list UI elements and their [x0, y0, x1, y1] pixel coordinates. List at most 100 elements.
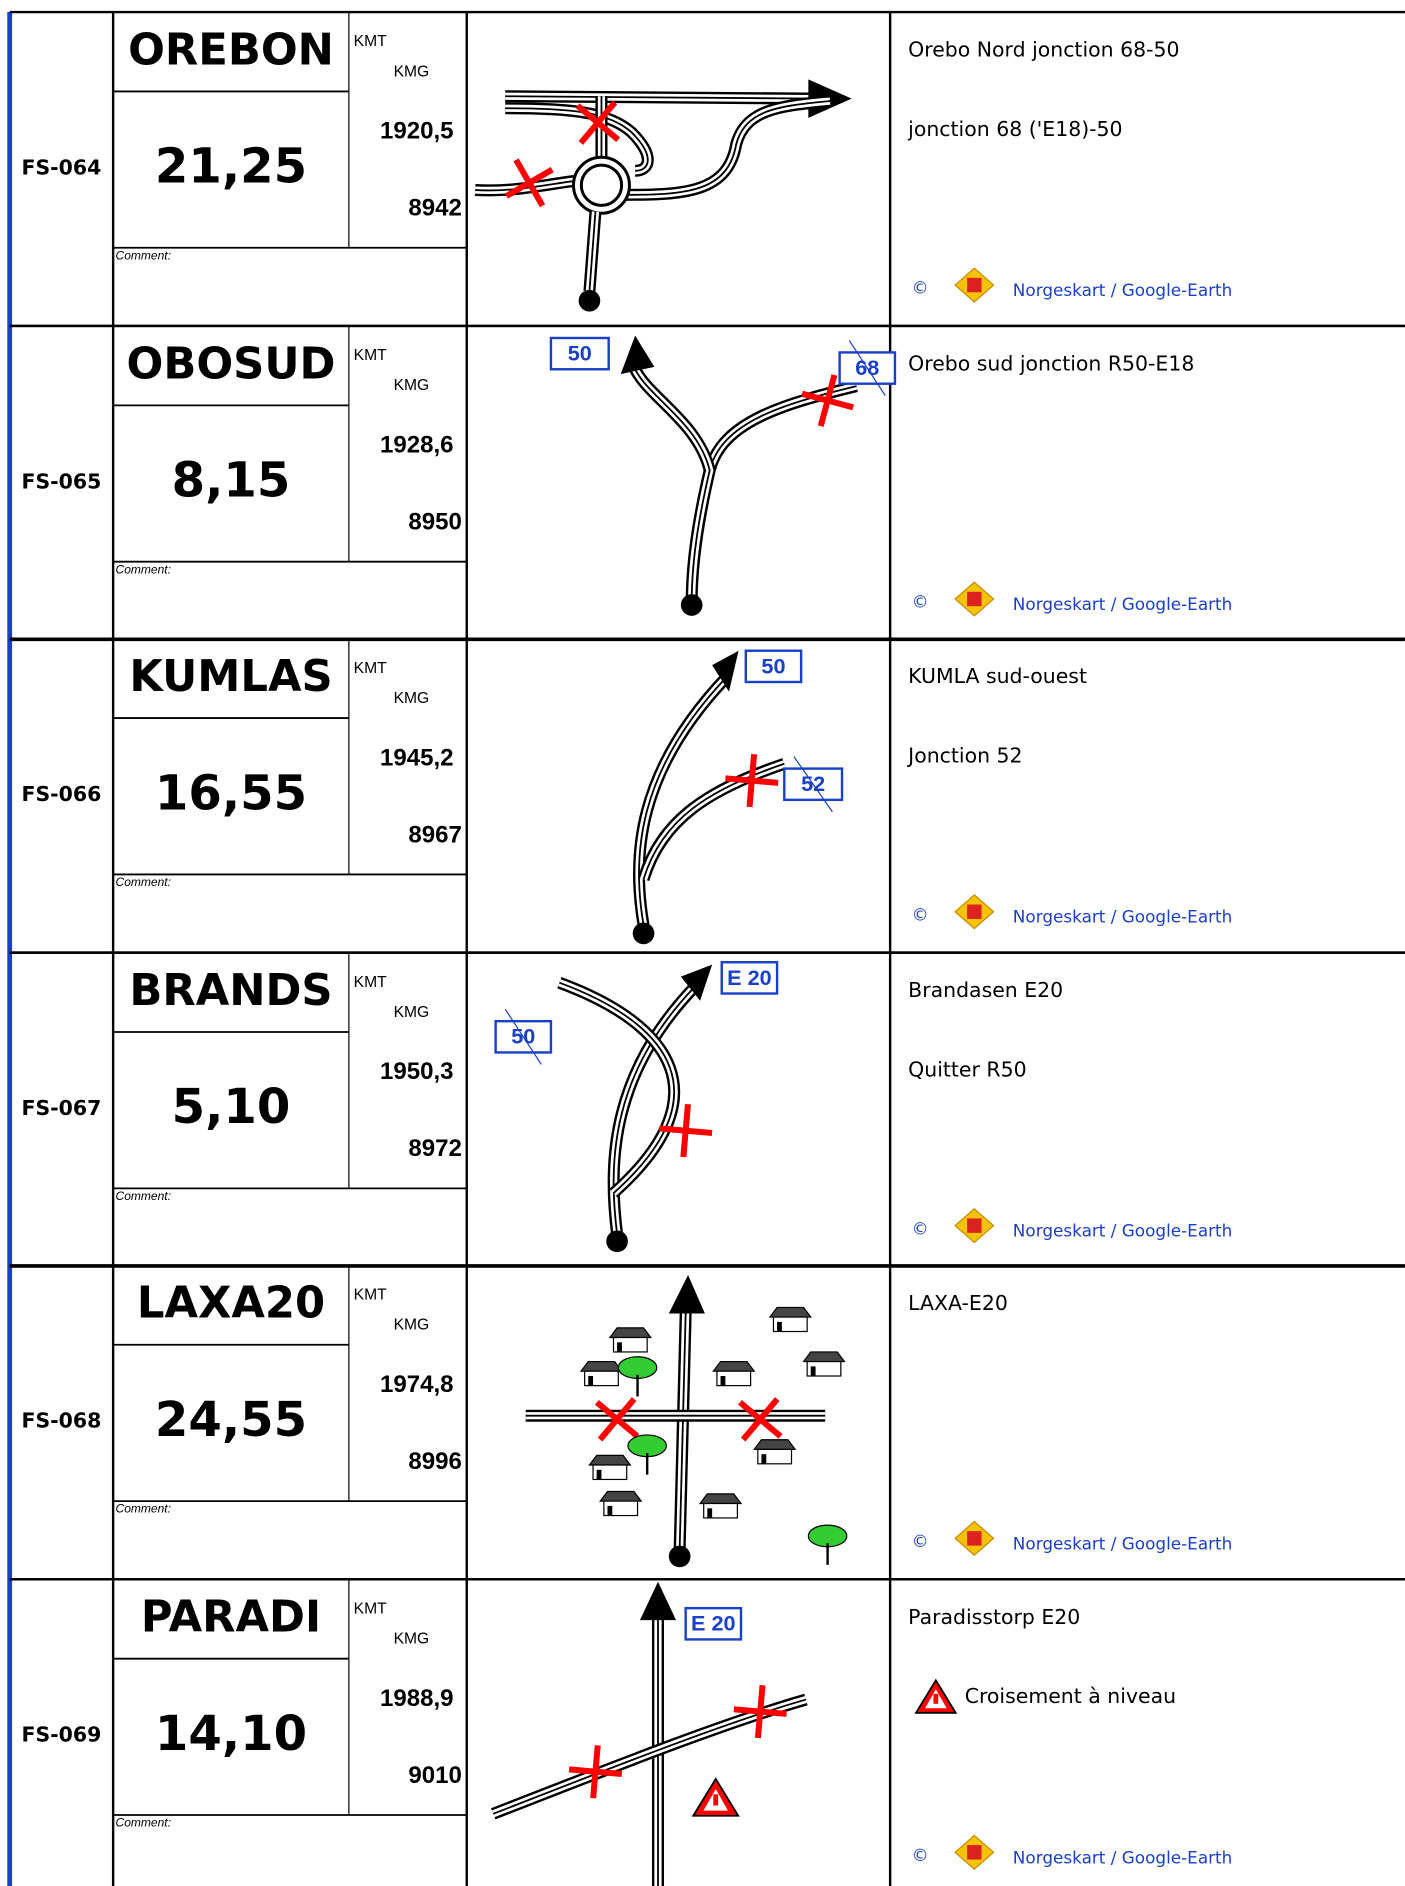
- house-door: [607, 1505, 613, 1516]
- credit: Norgeskart / Google-Earth: [1013, 1847, 1232, 1867]
- kmg-value: 9010: [408, 1762, 462, 1789]
- description: LAXA-E20: [908, 1291, 1008, 1315]
- kmg-value: 8942: [408, 195, 462, 222]
- cross-mark: [594, 1397, 640, 1442]
- house-roof: [588, 1454, 632, 1466]
- row-id: FS-069: [21, 1723, 101, 1747]
- kmt-value: 1928,6: [380, 432, 454, 459]
- waypoint-name: PARADI: [141, 1593, 321, 1643]
- route-shield: [744, 649, 803, 684]
- start-dot: [668, 1545, 691, 1568]
- description: jonction 68 ('E18)-50: [907, 117, 1122, 141]
- start-dot: [578, 289, 601, 312]
- credit: Norgeskart / Google-Earth: [1013, 1533, 1232, 1553]
- row-id: FS-067: [21, 1096, 101, 1120]
- kmt-value: 1945,2: [380, 744, 454, 771]
- warning-mark: [933, 1693, 939, 1704]
- house-roof: [608, 1327, 652, 1339]
- distance: 24,55: [155, 1392, 307, 1448]
- road-book-row: FS-069 PARADI 14,10 KMT KMG 1988,9 9010 Comment…: [9, 1578, 1405, 1886]
- house-roof: [599, 1490, 643, 1502]
- kmt-value: 1950,3: [380, 1058, 454, 1085]
- kmg-label: KMG: [394, 63, 430, 80]
- kmg-value: 8967: [408, 821, 462, 848]
- row-id: FS-066: [21, 782, 101, 806]
- road-center: [612, 988, 694, 1235]
- kmg-label: KMG: [394, 377, 430, 394]
- house-door: [707, 1508, 713, 1518]
- house-door: [720, 1376, 726, 1386]
- house-roof: [712, 1360, 756, 1372]
- kmt-label: KMT: [354, 347, 387, 364]
- copyright: ©: [912, 592, 929, 612]
- distance: 16,55: [155, 765, 307, 821]
- description: Paradisstorp E20: [908, 1605, 1080, 1629]
- row-id: FS-064: [21, 155, 101, 179]
- credit: Norgeskart / Google-Earth: [1013, 1221, 1232, 1241]
- arrow-head: [680, 964, 713, 1001]
- description: Orebo Nord jonction 68-50: [908, 38, 1179, 62]
- kmg-label: KMG: [394, 690, 430, 707]
- credit: Norgeskart / Google-Earth: [1013, 907, 1232, 927]
- cross-line: [597, 1397, 637, 1442]
- comment-label: Comment:: [116, 248, 171, 262]
- waypoint-name: LAXA20: [137, 1279, 325, 1329]
- kmt-label: KMT: [354, 33, 387, 50]
- cross-line: [746, 753, 758, 808]
- kmt-label: KMT: [354, 660, 387, 677]
- comment-label: Comment:: [116, 562, 171, 576]
- cross-mark: [504, 158, 554, 208]
- route-shield: [549, 336, 610, 371]
- copyright: ©: [912, 904, 929, 924]
- comment-label: Comment:: [116, 1189, 171, 1203]
- road-book-row: FS-066 KUMLAS 16,55 KMT KMG 1945,2 8967 Comment…: [9, 637, 1405, 954]
- cross-mark: [725, 753, 779, 808]
- cross-mark: [568, 1745, 623, 1799]
- house-door: [596, 1469, 602, 1480]
- house-door: [588, 1376, 594, 1386]
- kmg-label: KMG: [394, 1631, 430, 1648]
- road-center: [678, 1313, 687, 1550]
- description: Orebo sud jonction R50-E18: [908, 351, 1194, 375]
- roundabout-inner: [575, 158, 628, 212]
- waypoint-name: OREBON: [128, 25, 334, 75]
- route-shield-label: 50: [761, 653, 785, 678]
- description: Jonction 52: [906, 744, 1022, 768]
- distance: 14,10: [155, 1706, 307, 1762]
- kmt-value: 1988,9: [380, 1685, 454, 1712]
- cross-line: [504, 166, 554, 199]
- distance: 8,15: [172, 453, 291, 509]
- kmt-label: KMT: [354, 974, 387, 991]
- cross-mark: [801, 374, 854, 427]
- distance: 21,25: [155, 139, 307, 195]
- credit: Norgeskart / Google-Earth: [1013, 594, 1232, 614]
- logo-center: [967, 1845, 982, 1860]
- strike: [848, 340, 886, 397]
- description: Croisement à niveau: [965, 1684, 1176, 1708]
- row-id: FS-065: [21, 469, 101, 493]
- logo-center: [967, 1218, 982, 1233]
- copyright: ©: [912, 278, 929, 298]
- house-door: [617, 1342, 622, 1352]
- start-dot: [606, 1230, 628, 1253]
- house-roof: [753, 1439, 797, 1450]
- kmt-value: 1974,8: [380, 1371, 454, 1398]
- road-center: [634, 368, 711, 471]
- strike: [793, 756, 833, 813]
- comment-label: Comment:: [116, 875, 171, 889]
- logo-center: [967, 904, 982, 919]
- road-center: [588, 211, 597, 292]
- logo-center: [967, 1531, 982, 1546]
- road-center: [505, 107, 649, 172]
- copyright: ©: [912, 1218, 929, 1238]
- route-shield-label: E 20: [727, 965, 772, 990]
- cross-mark: [738, 1397, 783, 1442]
- credit: Norgeskart / Google-Earth: [1013, 280, 1232, 300]
- house-door: [810, 1366, 816, 1377]
- waypoint-name: OBOSUD: [127, 339, 336, 389]
- warning-mark: [713, 1794, 719, 1806]
- copyright: ©: [912, 1531, 929, 1551]
- kmt-label: KMT: [354, 1600, 387, 1617]
- strike: [504, 1008, 542, 1065]
